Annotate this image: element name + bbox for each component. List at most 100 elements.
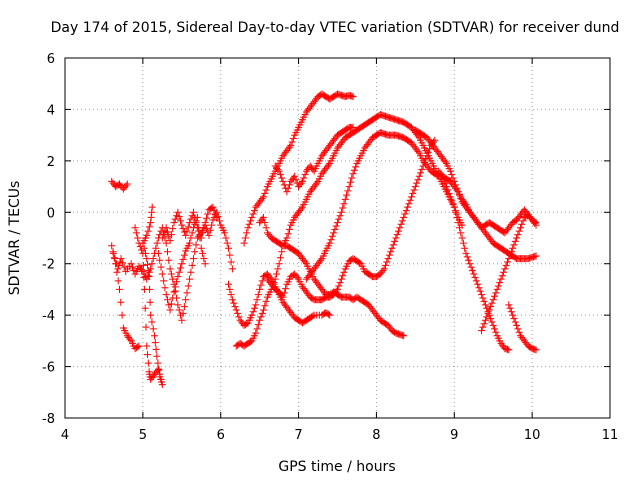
data-point	[170, 219, 178, 227]
data-point	[350, 166, 358, 174]
data-point	[151, 339, 159, 347]
data-point	[507, 248, 515, 256]
data-point	[154, 249, 162, 257]
data-point	[257, 281, 265, 289]
data-point	[189, 208, 197, 216]
data-point	[149, 255, 157, 263]
data-point	[400, 332, 408, 340]
data-point	[109, 249, 117, 257]
series-track-11	[263, 136, 439, 304]
data-point	[336, 212, 344, 220]
data-point	[406, 196, 414, 204]
data-point	[324, 310, 332, 318]
data-point	[261, 302, 269, 310]
data-point	[114, 277, 122, 285]
data-point	[160, 231, 168, 239]
data-point	[392, 234, 400, 242]
data-point	[485, 306, 493, 314]
data-point	[256, 285, 264, 293]
data-point	[510, 315, 518, 323]
data-point	[287, 141, 295, 149]
data-point	[151, 332, 159, 340]
data-point	[225, 280, 232, 288]
data-point	[494, 282, 502, 290]
data-point	[484, 309, 492, 317]
data-point	[248, 311, 256, 319]
data-point	[341, 195, 349, 203]
data-point	[513, 234, 521, 242]
data-point	[410, 186, 418, 194]
data-point	[409, 189, 417, 197]
data-point	[446, 193, 454, 201]
data-point	[337, 275, 345, 283]
data-point	[182, 296, 190, 304]
data-point	[155, 366, 163, 374]
data-point	[164, 228, 172, 236]
data-point	[149, 325, 157, 333]
data-point	[162, 239, 170, 247]
data-point	[197, 244, 205, 252]
data-point	[279, 293, 287, 301]
series-track-9	[240, 90, 357, 247]
data-point	[334, 219, 341, 227]
data-point	[187, 215, 195, 223]
data-point	[448, 196, 456, 204]
data-point	[506, 304, 514, 312]
data-point	[188, 261, 196, 269]
data-point	[328, 232, 336, 240]
data-point	[117, 298, 125, 306]
data-point	[135, 342, 143, 350]
data-point	[232, 306, 240, 314]
data-point	[396, 224, 404, 232]
data-point	[191, 248, 199, 256]
data-point	[254, 321, 262, 329]
data-point	[144, 359, 152, 367]
data-point	[260, 306, 268, 314]
data-point	[183, 227, 191, 235]
x-tick-label: 7	[294, 428, 302, 443]
data-point	[262, 297, 270, 305]
data-point	[140, 244, 148, 252]
data-point	[489, 296, 497, 304]
data-point	[455, 191, 463, 199]
data-point	[228, 265, 236, 273]
data-point	[283, 234, 291, 242]
data-point	[291, 172, 299, 180]
data-point	[184, 223, 192, 231]
data-point	[343, 191, 351, 199]
data-point	[146, 285, 154, 293]
data-point	[132, 229, 140, 237]
data-point	[158, 270, 166, 278]
data-point	[141, 249, 149, 257]
data-point	[119, 259, 127, 267]
data-point	[120, 263, 128, 271]
data-point	[279, 177, 287, 185]
data-point	[201, 260, 209, 268]
data-point	[123, 180, 131, 188]
x-axis-label: GPS time / hours	[278, 459, 395, 475]
data-point	[300, 174, 308, 182]
data-point	[493, 285, 501, 293]
data-point	[160, 277, 168, 285]
grid	[65, 58, 610, 418]
data-point	[424, 148, 432, 156]
data-point	[128, 263, 136, 271]
data-point	[297, 179, 305, 187]
data-point	[426, 145, 434, 153]
data-point	[148, 208, 156, 216]
data-point	[431, 136, 439, 144]
data-point	[301, 171, 309, 179]
data-point	[275, 260, 283, 268]
data-point	[142, 323, 150, 331]
data-point	[114, 265, 122, 273]
data-point	[195, 227, 203, 235]
data-point	[152, 244, 160, 252]
data-point	[443, 183, 450, 191]
data-point	[457, 195, 465, 203]
data-point	[186, 219, 194, 227]
data-point	[231, 303, 239, 311]
data-point	[154, 359, 162, 367]
data-point	[449, 200, 457, 208]
data-point	[186, 275, 194, 283]
data-point	[206, 226, 214, 234]
